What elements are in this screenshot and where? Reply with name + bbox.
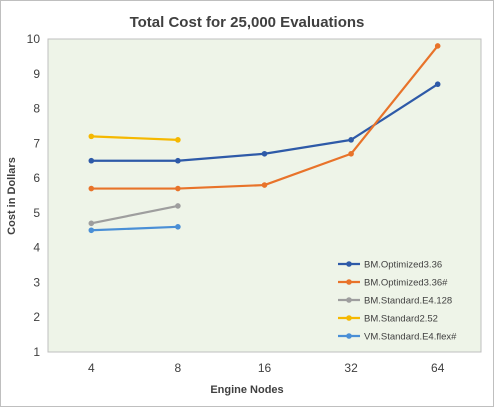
data-point bbox=[348, 150, 354, 157]
y-tick-label: 3 bbox=[33, 275, 40, 289]
y-axis-label: Cost in Dollars bbox=[6, 157, 18, 235]
y-tick-label: 9 bbox=[33, 67, 40, 81]
data-point bbox=[434, 81, 441, 88]
y-tick-label: 2 bbox=[33, 310, 40, 324]
data-point bbox=[88, 185, 95, 192]
data-point bbox=[261, 182, 268, 188]
x-tick-label: 64 bbox=[431, 361, 445, 375]
y-tick-label: 6 bbox=[33, 171, 40, 185]
y-tick-label: 7 bbox=[33, 136, 40, 150]
legend-label: BM.Standard.E4.128 bbox=[364, 296, 452, 307]
data-point bbox=[175, 203, 181, 209]
legend-swatch-marker bbox=[346, 315, 352, 321]
data-point bbox=[175, 185, 181, 192]
series-line-4 bbox=[91, 135, 178, 141]
y-tick-label: 5 bbox=[33, 206, 40, 220]
legend-swatch-marker bbox=[346, 333, 352, 339]
data-point bbox=[88, 133, 95, 140]
chart-title: Total Cost for 25,000 Evaluations bbox=[130, 14, 365, 31]
series-line-5 bbox=[91, 225, 178, 232]
legend-swatch-marker bbox=[346, 261, 352, 267]
data-point bbox=[434, 43, 441, 49]
series-line-3 bbox=[91, 204, 179, 225]
y-axis-ticks: 1 2 3 4 5 6 7 8 9 10 bbox=[27, 32, 41, 359]
x-axis-label: Engine Nodes bbox=[210, 384, 283, 396]
data-point bbox=[175, 157, 181, 164]
data-point bbox=[88, 157, 95, 164]
data-point bbox=[175, 224, 181, 230]
x-tick-label: 32 bbox=[344, 361, 358, 375]
data-point bbox=[348, 137, 354, 143]
legend-label: BM.Standard2.52 bbox=[364, 314, 438, 325]
y-tick-label: 1 bbox=[33, 345, 40, 359]
y-tick-label: 10 bbox=[27, 32, 41, 46]
legend-label: VM.Standard.E4.flex# bbox=[364, 332, 457, 343]
data-point bbox=[88, 227, 95, 234]
series-layer bbox=[88, 43, 441, 234]
x-tick-label: 4 bbox=[88, 361, 95, 375]
x-axis-ticks: 4 8 16 32 64 bbox=[88, 361, 445, 375]
legend: BM.Optimized3.36 BM.Optimized3.36# BM.Stan… bbox=[338, 260, 457, 343]
x-tick-label: 16 bbox=[258, 361, 272, 375]
y-tick-label: 4 bbox=[33, 241, 40, 255]
y-tick-label: 8 bbox=[33, 102, 40, 116]
legend-swatch-marker bbox=[346, 297, 352, 303]
x-tick-label: 8 bbox=[175, 361, 182, 375]
data-point bbox=[261, 150, 268, 157]
legend-label: BM.Optimized3.36# bbox=[364, 278, 448, 289]
data-point bbox=[175, 137, 181, 143]
plot-area bbox=[47, 38, 482, 353]
legend-label: BM.Optimized3.36 bbox=[364, 260, 442, 271]
legend-swatch-marker bbox=[346, 279, 352, 285]
data-point bbox=[88, 220, 95, 227]
